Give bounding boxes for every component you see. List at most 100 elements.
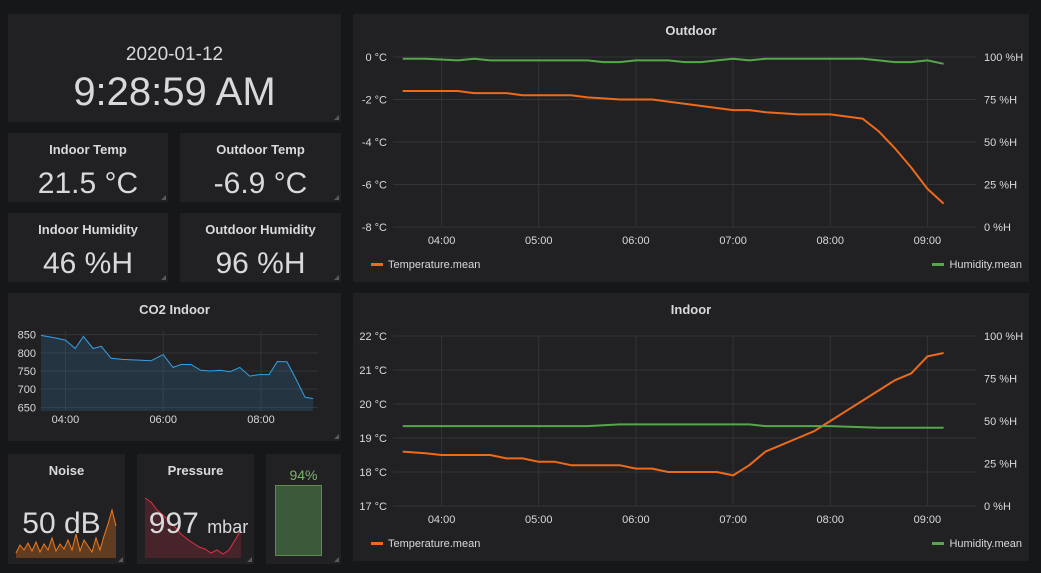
y2-tick-label: 100 %H (984, 331, 1023, 343)
noise-sparkline (15, 508, 117, 558)
x-tick-label: 06:00 (622, 235, 650, 247)
y-tick-label: 21 °C (359, 365, 387, 377)
x-tick-label: 08:00 (816, 514, 844, 526)
series-line-humidity (402, 423, 944, 429)
panel-title: Pressure (167, 463, 224, 478)
legend-label: Temperature.mean (388, 538, 481, 550)
legend-label: Temperature.mean (388, 259, 481, 271)
x-tick-label: 05:00 (525, 514, 553, 526)
y2-tick-label: 50 %H (984, 137, 1017, 149)
stat-value: 50 dB (22, 507, 101, 540)
stat-value: -6.9 °C (213, 167, 308, 200)
legend-swatch (371, 541, 383, 545)
y2-tick-label: 100 %H (984, 52, 1023, 64)
y-tick-label: 22 °C (359, 331, 387, 343)
x-tick-label: 04:00 (428, 514, 456, 526)
series-line-humidity (402, 57, 944, 65)
indoor-panel: Indoor 22 °C 21 °C 20 °C 19 °C 18 °C 17 °C 100… (353, 293, 1029, 561)
gauge-value: 94% (289, 467, 318, 483)
y2-tick-label: 0 %H (984, 222, 1011, 234)
series-line-temperature (402, 90, 945, 205)
legend-label: Humidity.mean (949, 259, 1022, 271)
panel-title: Indoor Humidity (38, 222, 138, 237)
clock-time: 9:28:59 AM (73, 70, 276, 114)
legend-humidity[interactable]: Humidity.mean (932, 259, 1022, 271)
legend-swatch (932, 262, 945, 266)
y2-tick-label: 75 %H (984, 95, 1017, 107)
y-tick-label: 0 °C (365, 52, 387, 64)
x-tick-label: 06:00 (149, 414, 177, 426)
resize-handle[interactable] (118, 557, 123, 562)
gauge-bar (275, 485, 322, 556)
x-tick-label: 08:00 (816, 235, 844, 247)
stat-unit: mbar (207, 517, 249, 537)
legend-swatch (371, 262, 383, 266)
y-tick-label: 19 °C (359, 433, 387, 445)
y2-tick-label: 75 %H (984, 374, 1017, 386)
indoor-temp-panel: Indoor Temp 21.5 °C (8, 133, 168, 202)
resize-handle[interactable] (161, 195, 166, 200)
y2-tick-label: 25 %H (984, 180, 1017, 192)
outdoor-temp-panel: Outdoor Temp -6.9 °C (180, 133, 341, 202)
pressure-line (144, 497, 242, 555)
y-tick-label: -8 °C (362, 222, 387, 234)
gauge-panel: 94% (266, 454, 341, 564)
x-tick-label: 08:00 (247, 414, 275, 426)
y-tick-label: 750 (18, 366, 36, 378)
y-tick-label: 800 (18, 348, 36, 360)
pressure-sparkline (144, 497, 242, 558)
x-tick-label: 07:00 (719, 514, 747, 526)
y2-tick-label: 50 %H (984, 416, 1017, 428)
panel-title: Outdoor Temp (216, 142, 305, 157)
legend-label: Humidity.mean (949, 538, 1022, 550)
y2-tick-label: 0 %H (984, 501, 1011, 513)
stat-value: 96 %H (215, 247, 306, 280)
resize-handle[interactable] (334, 115, 339, 120)
noise-area (16, 510, 116, 558)
y-tick-label: 650 (18, 402, 36, 414)
panel-title: Noise (48, 463, 85, 478)
x-tick-label: 09:00 (914, 514, 942, 526)
resize-handle[interactable] (334, 275, 339, 280)
co2-panel: CO2 Indoor 850 800 750 700 650 04:00 06:00 08:0… (8, 293, 341, 441)
indoor-humidity-panel: Indoor Humidity 46 %H (8, 213, 168, 282)
clock-date: 2020-01-12 (125, 44, 224, 65)
panel-title: Outdoor Humidity (205, 222, 316, 237)
legend-temperature[interactable]: Temperature.mean (371, 259, 480, 271)
noise-line (15, 508, 117, 554)
legend-temperature[interactable]: Temperature.mean (371, 538, 480, 550)
panel-title: Indoor Temp (49, 142, 127, 157)
y-tick-label: 18 °C (359, 467, 387, 479)
resize-handle[interactable] (161, 275, 166, 280)
y-tick-label: 850 (18, 330, 36, 342)
indoor-chart: 22 °C 21 °C 20 °C 19 °C 18 °C 17 °C 100 %H 75 %… (359, 331, 1023, 526)
outdoor-chart: 0 °C -2 °C -4 °C -6 °C -8 °C 100 %H 75 %H 50 %H… (362, 52, 1023, 247)
y-tick-label: -2 °C (362, 95, 387, 107)
y-tick-label: 20 °C (359, 399, 387, 411)
resize-handle[interactable] (334, 195, 339, 200)
y2-tick-label: 25 %H (984, 459, 1017, 471)
stat-value: 21.5 °C (37, 167, 139, 200)
resize-handle[interactable] (334, 557, 339, 562)
stat-value: 46 %H (42, 247, 134, 280)
co2-chart: 850 800 750 700 650 04:00 06:00 08:00 (18, 330, 318, 426)
pressure-panel: Pressure 997 mbar (137, 454, 254, 564)
y-tick-label: 17 °C (359, 501, 387, 513)
co2-area (41, 335, 314, 411)
resize-handle[interactable] (334, 434, 339, 439)
y-tick-label: 700 (18, 384, 36, 396)
panel-title: Indoor (670, 302, 712, 317)
legend-humidity[interactable]: Humidity.mean (932, 538, 1022, 550)
y-tick-label: -6 °C (362, 180, 387, 192)
resize-handle[interactable] (247, 557, 252, 562)
panel-title: CO2 Indoor (139, 302, 210, 317)
y-tick-label: -4 °C (362, 137, 387, 149)
x-tick-label: 04:00 (52, 414, 80, 426)
x-tick-label: 05:00 (525, 235, 553, 247)
outdoor-panel: Outdoor 0 °C -2 °C -4 °C -6 °C -8 °C 100 %H 75… (353, 14, 1029, 282)
pressure-area (145, 498, 241, 558)
clock-panel: 2020-01-12 9:28:59 AM (8, 14, 341, 122)
stat-value: 997 (148, 507, 199, 540)
x-tick-label: 09:00 (914, 235, 942, 247)
x-tick-label: 04:00 (428, 235, 456, 247)
